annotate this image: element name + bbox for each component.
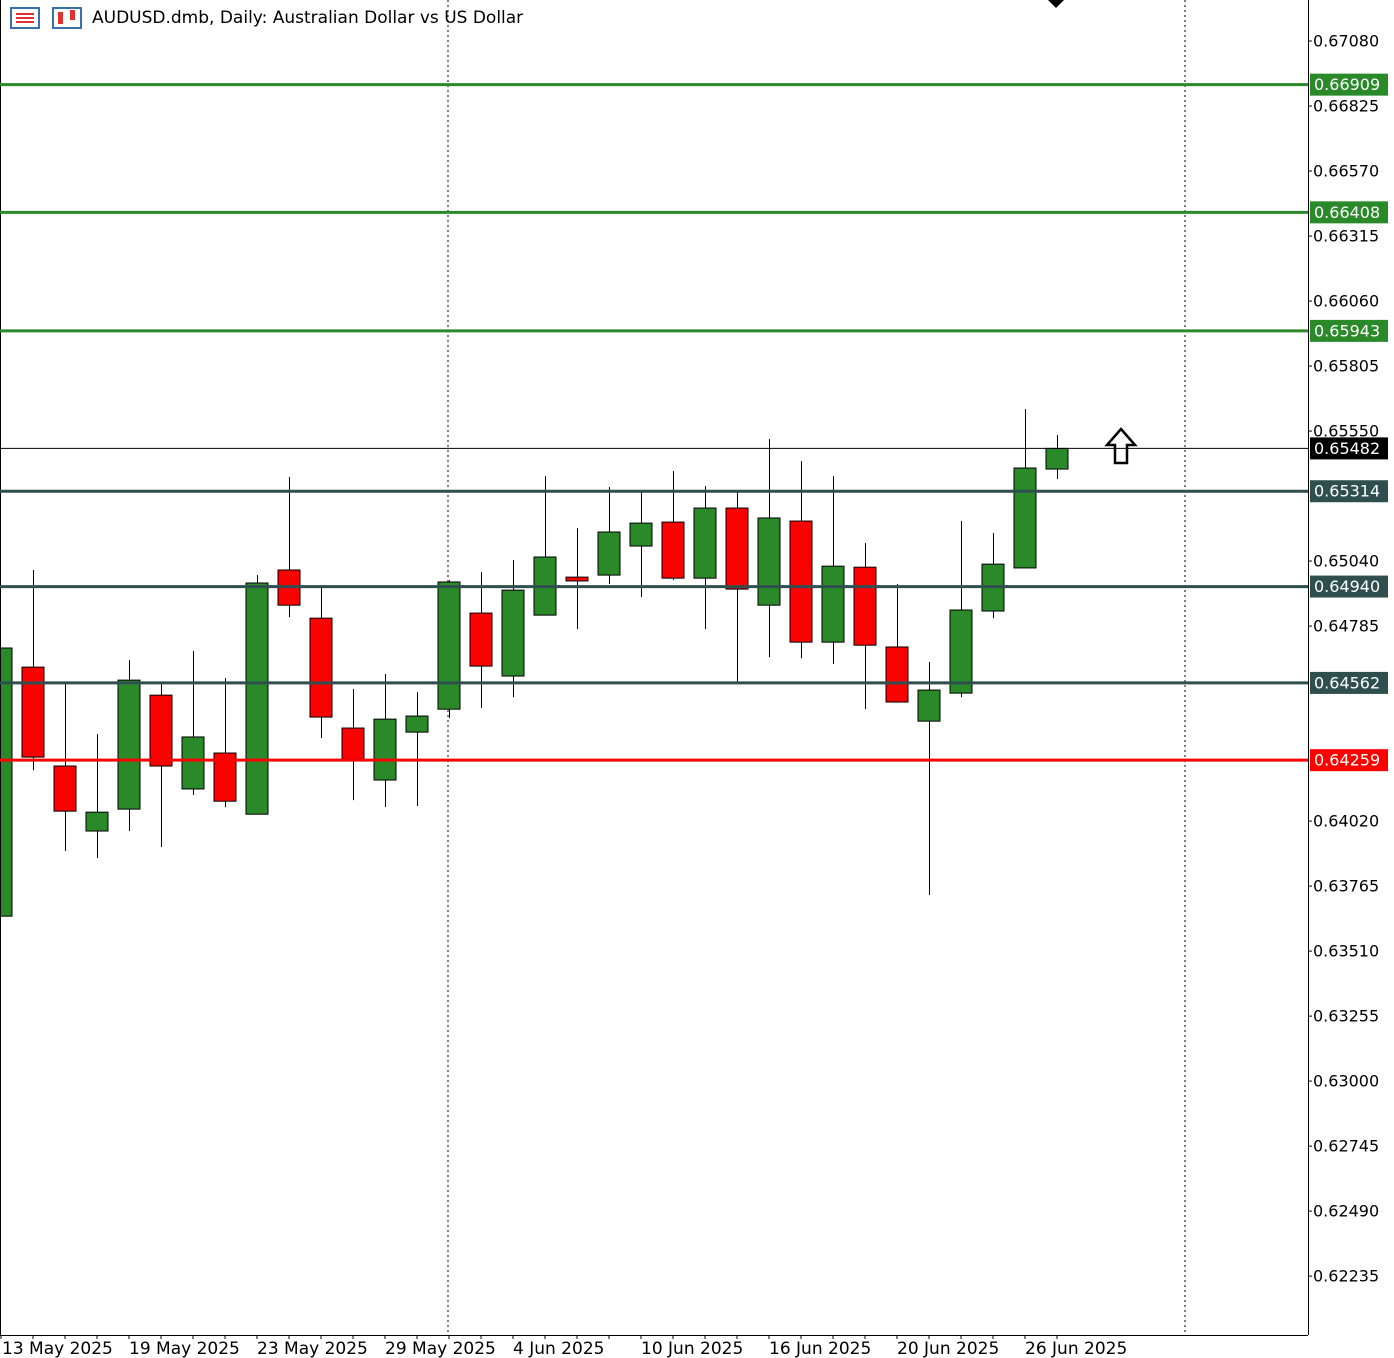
x-tick-label: 26 Jun 2025 [1025, 1339, 1127, 1358]
candle-body [1045, 447, 1069, 470]
x-tick-label: 20 Jun 2025 [897, 1339, 999, 1358]
candle-body [213, 752, 237, 802]
candle-body [853, 566, 877, 646]
y-tick-label: 0.63510 [1313, 942, 1379, 961]
candle-body [1013, 467, 1037, 569]
candle-body [917, 689, 941, 722]
y-tick-label: 0.64785 [1313, 617, 1379, 636]
y-tick-label: 0.66060 [1313, 292, 1379, 311]
y-tick-label: 0.62235 [1313, 1267, 1379, 1286]
candle-body [821, 565, 845, 643]
price-level-label: 0.64940 [1314, 577, 1380, 596]
chart-title: AUDUSD.dmb, Daily: Australian Dollar vs … [92, 8, 523, 28]
toolbar-icons [10, 7, 82, 29]
candle-body [181, 736, 205, 790]
candle-body [437, 581, 461, 710]
y-tick-label: 0.65040 [1313, 552, 1379, 571]
candle-body [885, 646, 909, 703]
marker [1048, 0, 1064, 8]
buy-arrow [1104, 427, 1138, 465]
price-level-box [1310, 437, 1388, 460]
candle-body [949, 609, 973, 694]
y-tick-label: 0.66570 [1313, 162, 1379, 181]
x-tick-label: 10 Jun 2025 [641, 1339, 743, 1358]
y-tick-label: 0.62490 [1313, 1202, 1379, 1221]
y-tick-label: 0.64020 [1313, 812, 1379, 831]
candle-body [725, 507, 749, 590]
candle-body [21, 666, 45, 758]
candle-body [565, 576, 589, 582]
price-level-box [1310, 671, 1388, 694]
candle-body [597, 531, 621, 576]
candle-body [341, 727, 365, 760]
price-level-label: 0.66909 [1314, 75, 1380, 94]
plot-area [0, 409, 1069, 917]
candle-body [501, 589, 525, 677]
price-level-label: 0.66408 [1314, 203, 1380, 222]
x-tick-label: 16 Jun 2025 [769, 1339, 871, 1358]
candle-body [245, 582, 269, 815]
y-tick-label: 0.66825 [1313, 97, 1379, 116]
y-tick-label: 0.67080 [1313, 32, 1379, 51]
candle-body [693, 507, 717, 579]
price-level-box [1310, 480, 1388, 503]
candle-body [373, 718, 397, 781]
y-tick-label: 0.63255 [1313, 1007, 1379, 1026]
x-tick-label: 19 May 2025 [129, 1339, 240, 1358]
price-level-label: 0.65943 [1314, 321, 1380, 340]
x-tick-label: 13 May 2025 [2, 1339, 113, 1358]
x-tick-label: 4 Jun 2025 [513, 1339, 604, 1358]
y-tick-label: 0.66315 [1313, 227, 1379, 246]
price-level-box [1310, 749, 1388, 772]
y-tick-label: 0.63765 [1313, 877, 1379, 896]
price-level-box [1310, 319, 1388, 342]
candle-body [53, 765, 77, 812]
price-level-label: 0.64562 [1314, 673, 1380, 692]
price-level-box [1310, 575, 1388, 598]
candle-body [789, 520, 813, 643]
candle-body [0, 647, 13, 917]
price-level-box [1310, 73, 1388, 96]
candle-body [117, 679, 141, 810]
x-tick-label: 29 May 2025 [385, 1339, 496, 1358]
candle-body [629, 522, 653, 547]
y-tick-label: 0.65805 [1313, 357, 1379, 376]
candle-body [309, 617, 333, 718]
price-level-box [1310, 201, 1388, 224]
candle-body [405, 715, 429, 733]
price-level-label: 0.65314 [1314, 482, 1380, 501]
candle-body [661, 521, 685, 579]
x-tick-label: 23 May 2025 [257, 1339, 368, 1358]
price-level-label: 0.65482 [1314, 439, 1380, 458]
candle-body [149, 694, 173, 767]
y-tick-label: 0.62745 [1313, 1137, 1379, 1156]
y-tick-label: 0.65550 [1313, 422, 1379, 441]
candle-body [757, 517, 781, 606]
candle-body [469, 612, 493, 667]
candle-body [85, 811, 109, 832]
price-level-label: 0.64259 [1314, 751, 1380, 770]
y-tick-label: 0.63000 [1313, 1072, 1379, 1091]
